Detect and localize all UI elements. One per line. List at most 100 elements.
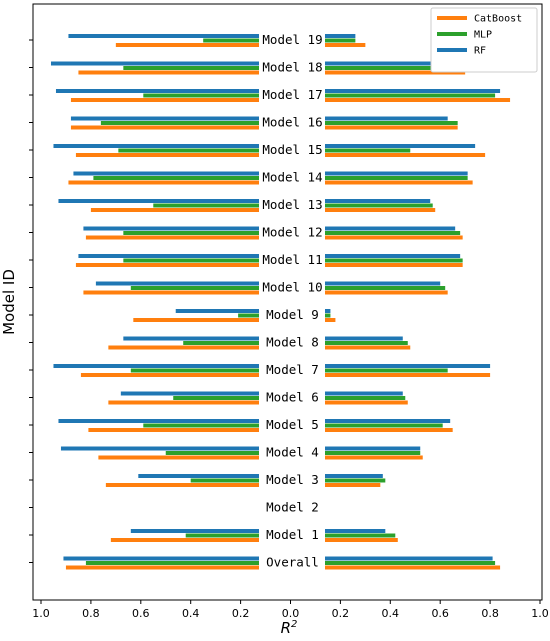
bar-left-catboost-overall xyxy=(65,565,259,570)
bar-right-rf-model-7 xyxy=(325,364,491,368)
bar-left-catboost-model-12 xyxy=(85,235,259,240)
category-label-model-10: Model 10 xyxy=(262,280,322,295)
legend-swatch-mlp xyxy=(437,32,467,36)
bar-left-rf-model-11 xyxy=(78,254,259,258)
bar-left-mlp-model-3 xyxy=(190,478,259,483)
bar-left-mlp-model-4 xyxy=(165,451,259,455)
bar-left-mlp-model-6 xyxy=(173,396,259,400)
bar-right-rf-model-8 xyxy=(325,336,403,341)
bar-right-rf-overall xyxy=(325,556,493,561)
x-tick-label-7: 0.4 xyxy=(382,607,400,620)
category-label-model-7: Model 7 xyxy=(266,362,319,377)
bar-right-catboost-model-6 xyxy=(325,400,408,405)
bar-left-catboost-model-14 xyxy=(68,180,259,185)
bar-left-rf-model-12 xyxy=(83,226,259,231)
category-label-model-5: Model 5 xyxy=(266,417,319,432)
legend-label-catboost: CatBoost xyxy=(474,14,522,25)
bar-right-catboost-model-10 xyxy=(325,290,448,295)
bar-right-mlp-model-15 xyxy=(325,148,411,153)
bar-right-rf-model-19 xyxy=(325,34,356,38)
category-label-model-18: Model 18 xyxy=(262,60,322,75)
bar-right-catboost-model-9 xyxy=(325,318,336,322)
bar-left-mlp-model-13 xyxy=(153,203,259,208)
bar-right-catboost-model-18 xyxy=(325,70,466,75)
bar-right-catboost-overall xyxy=(325,565,501,570)
category-label-model-4: Model 4 xyxy=(266,445,319,460)
bar-right-mlp-model-7 xyxy=(325,368,448,373)
bar-left-catboost-model-10 xyxy=(83,290,259,295)
bar-left-catboost-model-5 xyxy=(88,428,259,432)
category-label-model-6: Model 6 xyxy=(266,390,319,405)
bar-left-catboost-model-11 xyxy=(75,263,260,267)
x-tick-label-10: 1.0 xyxy=(531,607,549,620)
bar-left-rf-model-4 xyxy=(60,446,260,451)
bar-right-rf-model-16 xyxy=(325,116,448,121)
x-tick-label-6: 0.2 xyxy=(332,607,350,620)
bar-right-mlp-model-12 xyxy=(325,231,461,235)
bar-right-mlp-model-11 xyxy=(325,258,463,263)
bar-right-rf-model-17 xyxy=(325,89,501,93)
bar-left-rf-model-9 xyxy=(175,309,259,313)
x-axis-label: R2 xyxy=(281,619,298,637)
bar-left-mlp-model-15 xyxy=(118,148,259,153)
bar-right-mlp-overall xyxy=(325,561,496,565)
legend-swatch-catboost xyxy=(437,16,467,20)
bar-right-catboost-model-12 xyxy=(325,235,463,240)
bar-right-mlp-model-9 xyxy=(325,313,331,318)
bar-right-mlp-model-13 xyxy=(325,203,433,208)
bar-right-rf-model-10 xyxy=(325,281,441,286)
legend-box xyxy=(430,7,538,73)
bar-right-rf-model-13 xyxy=(325,199,431,203)
x-tick-label-9: 0.8 xyxy=(481,607,499,620)
bar-right-catboost-model-8 xyxy=(325,345,411,350)
bar-right-mlp-model-10 xyxy=(325,286,446,290)
x-tick-label-1: 0.8 xyxy=(82,607,100,620)
bar-right-rf-model-12 xyxy=(325,226,456,231)
bar-right-rf-model-6 xyxy=(325,391,403,396)
category-labels: Model 19 Model 18 Model 17 Model 16 Model 15… xyxy=(262,32,322,570)
bar-left-catboost-model-16 xyxy=(70,125,259,130)
bar-right-rf-model-1 xyxy=(325,529,386,533)
bar-left-mlp-model-9 xyxy=(238,313,259,318)
bar-right-mlp-model-6 xyxy=(325,396,406,400)
bar-right-mlp-model-5 xyxy=(325,423,443,428)
bar-left-rf-model-13 xyxy=(58,199,260,203)
bar-left-mlp-model-12 xyxy=(123,231,260,235)
bar-left-rf-model-8 xyxy=(123,336,260,341)
bar-left-catboost-model-8 xyxy=(108,345,260,350)
bar-right-catboost-model-15 xyxy=(325,153,486,157)
bar-right-mlp-model-18 xyxy=(325,66,458,70)
category-label-model-13: Model 13 xyxy=(262,197,322,212)
bar-right-catboost-model-13 xyxy=(325,208,436,212)
bar-right-rf-model-11 xyxy=(325,254,461,258)
bar-left-rf-model-15 xyxy=(53,144,259,148)
bar-left-rf-model-6 xyxy=(120,391,259,396)
bar-right-rf-model-15 xyxy=(325,144,476,148)
bar-right-mlp-model-8 xyxy=(325,341,408,345)
bar-right-catboost-model-17 xyxy=(325,98,511,102)
bar-left-catboost-model-7 xyxy=(80,373,259,377)
bar-right-mlp-model-1 xyxy=(325,533,396,538)
bar-right-rf-model-18 xyxy=(325,61,461,66)
bar-right-catboost-model-16 xyxy=(325,125,458,130)
y-axis-label: Model ID xyxy=(0,269,18,335)
legend-swatch-rf xyxy=(437,48,467,52)
category-label-model-1: Model 1 xyxy=(266,527,319,542)
bar-right-mlp-model-4 xyxy=(325,451,421,455)
bar-left-catboost-model-4 xyxy=(98,455,259,460)
legend-label-rf: RF xyxy=(474,46,486,57)
bar-left-catboost-model-19 xyxy=(115,43,259,47)
x-tick-label-4: 0.2 xyxy=(232,607,250,620)
bar-right-catboost-model-19 xyxy=(325,43,366,47)
bar-left-mlp-model-16 xyxy=(100,121,259,125)
bar-left-catboost-model-1 xyxy=(110,538,259,542)
x-tick-label-0: 1.0 xyxy=(32,607,50,620)
bar-right-rf-model-9 xyxy=(325,309,331,313)
x-tick-label-8: 0.6 xyxy=(431,607,449,620)
category-label-overall: Overall xyxy=(266,555,319,570)
bar-left-catboost-model-9 xyxy=(133,318,259,322)
category-label-model-8: Model 8 xyxy=(266,335,319,350)
bar-right-mlp-model-3 xyxy=(325,478,386,483)
bar-left-mlp-model-5 xyxy=(143,423,259,428)
